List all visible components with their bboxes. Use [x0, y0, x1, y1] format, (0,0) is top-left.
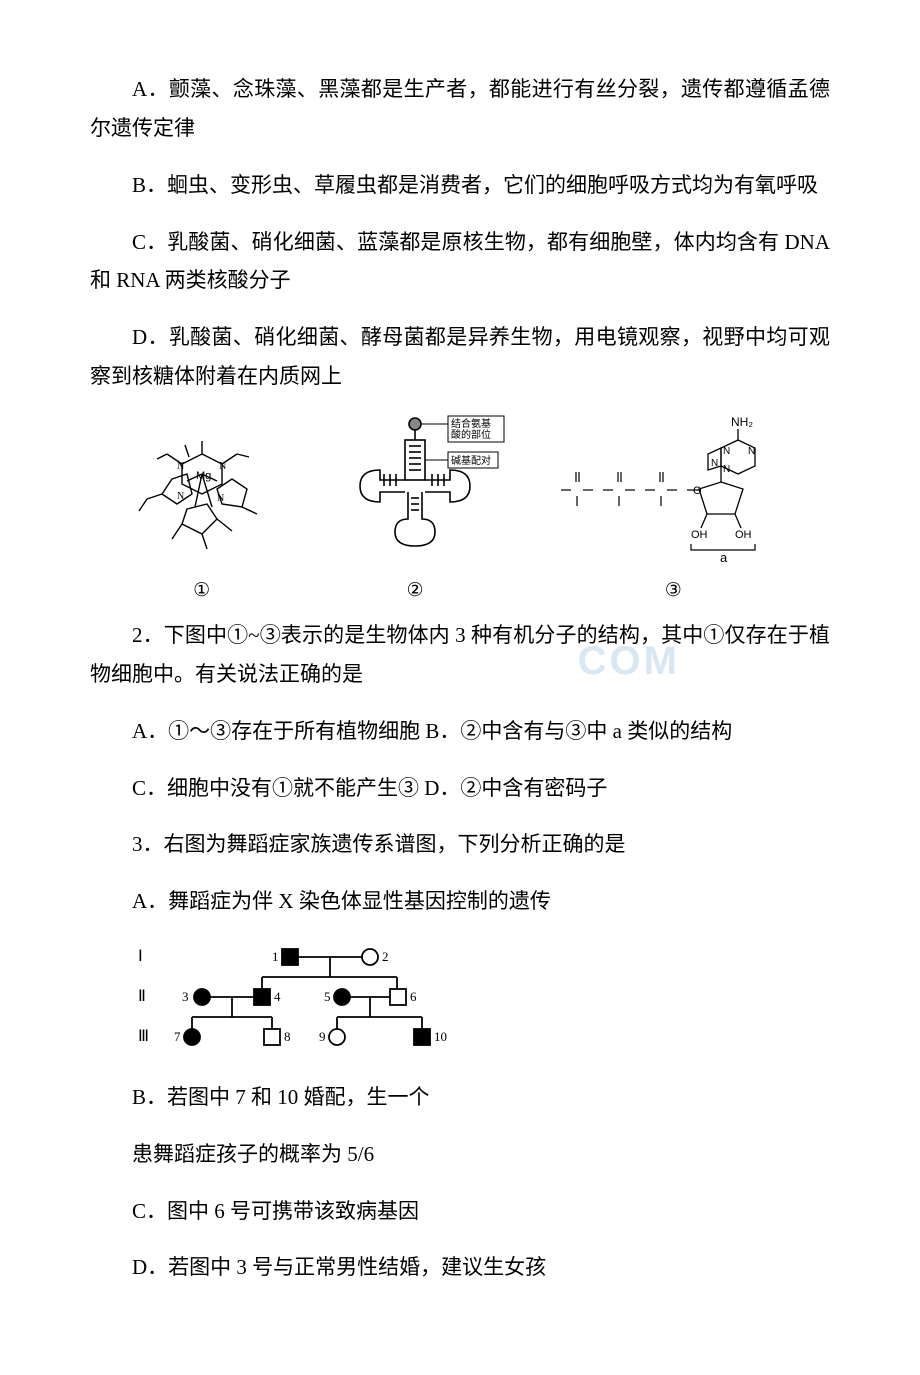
svg-text:P: P	[655, 483, 663, 497]
svg-text:N: N	[177, 491, 184, 502]
fig1-label-1: ①	[193, 573, 210, 608]
q1-option-d: D．乳酸菌、硝化细菌、酵母菌都是异养生物，用电镜观察，视野中均可观察到核糖体附着…	[90, 318, 830, 396]
svg-text:N: N	[217, 493, 224, 504]
svg-text:4: 4	[274, 989, 281, 1004]
svg-text:O: O	[615, 459, 624, 473]
svg-text:7: 7	[174, 1029, 181, 1044]
q2-stem: 2．下图中①~③表示的是生物体内 3 种有机分子的结构，其中①仅存在于植物细胞中…	[90, 616, 830, 694]
svg-text:6: 6	[410, 989, 417, 1004]
svg-text:N: N	[177, 461, 184, 472]
q2-option-ab: A．①～③存在于所有植物细胞 B．②中含有与③中 a 类似的结构	[90, 712, 830, 751]
svg-text:酸的部位: 酸的部位	[451, 428, 491, 441]
svg-text:O: O	[693, 485, 702, 497]
pedigree-diagram: Ⅰ Ⅱ Ⅲ 1 2 3 4 5 6	[132, 939, 830, 1072]
svg-text:N: N	[723, 464, 730, 475]
svg-text:N: N	[219, 461, 226, 472]
nh2-label: NH₂	[731, 415, 753, 429]
svg-text:O: O	[657, 459, 666, 473]
svg-text:2: 2	[382, 949, 389, 964]
a-label: a	[720, 550, 728, 565]
svg-text:P: P	[613, 483, 621, 497]
q3-option-c: C．图中 6 号可携带该致病基因	[90, 1192, 830, 1231]
svg-text:9: 9	[319, 1029, 326, 1044]
svg-text:O: O	[573, 459, 582, 473]
q3-option-b: B．若图中 7 和 10 婚配，生一个	[90, 1078, 830, 1117]
svg-text:O-: O-	[655, 506, 668, 520]
gen2-label: Ⅱ	[138, 988, 146, 1005]
svg-text:8: 8	[284, 1029, 291, 1044]
svg-text:OH: OH	[691, 529, 708, 541]
svg-text:O: O	[677, 483, 686, 497]
svg-text:P: P	[571, 483, 579, 497]
q3-option-b-cont: 患舞蹈症孩子的概率为 5/6	[90, 1135, 830, 1174]
svg-text:N: N	[723, 446, 730, 457]
q1-option-a: A．颤藻、念珠藻、黑藻都是生产者，都能进行有丝分裂，遗传都遵循孟德尔遗传定律	[90, 70, 830, 148]
q3-stem: 3．右图为舞蹈症家族遗传系谱图，下列分析正确的是	[90, 825, 830, 864]
svg-text:O: O	[593, 483, 602, 497]
svg-text:N: N	[748, 446, 755, 457]
q1-option-c: C．乳酸菌、硝化细菌、蓝藻都是原核生物，都有细胞壁，体内均含有 DNA 和 RN…	[90, 223, 830, 301]
figure-1-chlorophyll: Mg N N N N ①	[117, 419, 287, 608]
chlorophyll-svg: Mg N N N N	[117, 419, 287, 569]
q2-option-cd: C．细胞中没有①就不能产生③ D．②中含有密码子	[90, 769, 830, 808]
svg-text:10: 10	[434, 1029, 447, 1044]
atp-svg: NH₂ N N N N O OH OH	[543, 414, 803, 569]
svg-text:OH: OH	[735, 529, 752, 541]
trna-svg: 结合氨基 酸的部位 碱基配对	[320, 414, 510, 569]
trna-top-label: 结合氨基	[451, 417, 491, 430]
svg-text:1: 1	[272, 949, 279, 964]
figure-3-atp: NH₂ N N N N O OH OH	[543, 414, 803, 608]
q1-option-b: B．蛔虫、变形虫、草履虫都是消费者，它们的细胞呼吸方式均为有氧呼吸	[90, 166, 830, 205]
q3-option-a: A．舞蹈症为伴 X 染色体显性基因控制的遗传	[90, 882, 830, 921]
figure-2-trna: 结合氨基 酸的部位 碱基配对 ②	[320, 414, 510, 608]
q3-option-d: D．若图中 3 号与正常男性结婚，建议生女孩	[90, 1248, 830, 1287]
trna-mid-label: 碱基配对	[451, 454, 491, 467]
svg-text:O: O	[635, 483, 644, 497]
svg-text:-O: -O	[545, 483, 558, 497]
figure-row: Mg N N N N ①	[90, 414, 830, 608]
gen1-label: Ⅰ	[138, 948, 143, 965]
svg-text:O-: O-	[613, 506, 626, 520]
mg-label: Mg	[196, 470, 211, 482]
svg-text:N: N	[711, 458, 718, 469]
svg-text:5: 5	[324, 989, 331, 1004]
svg-text:O-: O-	[571, 506, 584, 520]
fig1-label-3: ③	[665, 573, 682, 608]
fig1-label-2: ②	[406, 573, 423, 608]
gen3-label: Ⅲ	[138, 1028, 149, 1045]
svg-text:3: 3	[182, 989, 189, 1004]
